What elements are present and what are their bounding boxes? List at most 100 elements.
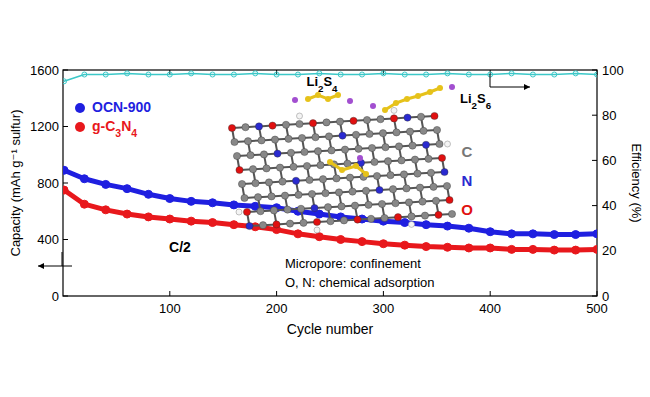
legend-label: g-C3N4 (92, 118, 137, 139)
atom (258, 137, 265, 144)
x-tick (276, 291, 277, 296)
atom (441, 168, 448, 175)
data-point (187, 217, 195, 225)
data-point (80, 175, 88, 183)
atom (435, 211, 442, 218)
atom (228, 124, 235, 131)
sulfur-atom (353, 163, 359, 169)
y-tick-label: 1600 (30, 63, 59, 78)
data-point (63, 166, 68, 174)
atom (377, 116, 384, 123)
data-point (294, 230, 302, 238)
plot-frame (63, 70, 597, 296)
data-point (379, 240, 387, 248)
atom (271, 136, 278, 143)
data-point (401, 219, 409, 227)
data-point (80, 200, 88, 208)
arrow-stem (62, 252, 63, 266)
series-line (64, 170, 597, 234)
subscript: 6 (486, 100, 492, 111)
atom (446, 196, 453, 203)
atom (327, 218, 334, 225)
atom (395, 143, 402, 150)
y2-tick-label: 100 (602, 63, 624, 78)
atom (394, 214, 401, 221)
atom (322, 190, 329, 197)
data-point (315, 210, 323, 218)
hydrogen (445, 141, 451, 147)
atom (422, 141, 429, 148)
atom (328, 147, 335, 154)
arrow-left (38, 266, 72, 267)
atom (270, 207, 277, 214)
atom (247, 152, 254, 159)
atom (282, 121, 289, 128)
atom (398, 157, 405, 164)
sulfur-atom (437, 85, 443, 91)
data-point (167, 72, 172, 77)
atom (409, 142, 416, 149)
y2-axis-label: Efficiency (%) (629, 143, 644, 222)
atom (301, 148, 308, 155)
sulfur-atom (393, 100, 399, 106)
data-point (529, 230, 537, 238)
atom (346, 174, 353, 181)
atom (231, 138, 238, 145)
atom (265, 179, 272, 186)
atom (403, 185, 410, 192)
text-run: O, N: chemical adsorption (285, 275, 435, 290)
data-point (572, 246, 580, 254)
x-tick (490, 291, 491, 296)
atom (274, 150, 281, 157)
atom (238, 180, 245, 187)
annotation: Li2S6 (460, 91, 492, 111)
atom (376, 186, 383, 193)
hydrogen (314, 227, 320, 233)
sulfur-atom (382, 107, 388, 113)
atom (284, 206, 291, 213)
atom (448, 210, 455, 217)
atom (432, 197, 439, 204)
y-tick-label: 0 (52, 289, 59, 304)
x-tick (169, 291, 170, 296)
atom (287, 149, 294, 156)
data-point (166, 195, 174, 203)
chart: 1002003004005000400800120016000204060801… (0, 0, 650, 397)
atom (350, 117, 357, 124)
atom (300, 219, 307, 226)
text-run: N (462, 172, 473, 189)
atom (297, 205, 304, 212)
atom (354, 216, 361, 223)
data-point (443, 222, 451, 230)
data-point (509, 71, 514, 76)
lithium-atom (357, 155, 363, 161)
atom (286, 220, 293, 227)
atom (292, 177, 299, 184)
atom (387, 172, 394, 179)
atom (408, 213, 415, 220)
y2-tick-label: 40 (602, 198, 616, 213)
atom (257, 208, 264, 215)
atom (417, 113, 424, 120)
atom (427, 169, 434, 176)
annotation: O, N: chemical adsorption (285, 275, 435, 290)
hydrogen (391, 107, 397, 113)
data-point (360, 72, 365, 77)
atom (405, 199, 412, 206)
y-tick-label: 400 (37, 232, 59, 247)
lithium-atom (292, 97, 298, 103)
x-tick-label: 300 (373, 301, 395, 316)
atom (254, 194, 261, 201)
data-point (166, 215, 174, 223)
data-point (593, 230, 597, 238)
atom (352, 131, 359, 138)
data-point (530, 72, 535, 77)
atom (431, 112, 438, 119)
series-line (64, 190, 597, 250)
atom (362, 187, 369, 194)
atom (392, 200, 399, 207)
data-point (401, 241, 409, 249)
atom (436, 140, 443, 147)
atom (311, 204, 318, 211)
atom (298, 134, 305, 141)
